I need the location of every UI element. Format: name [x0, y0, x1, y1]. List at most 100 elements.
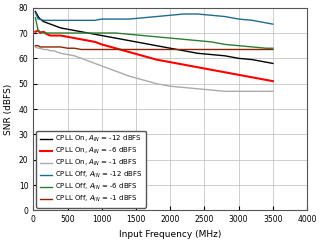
CPLL Off, $A_{IN}$ = -12 dBFS: [114, 17, 117, 20]
CPLL On, $A_{IN}$ = -12 dBFS: [127, 39, 131, 42]
CPLL Off, $A_{IN}$ = -1 dBFS: [59, 45, 63, 48]
CPLL Off, $A_{IN}$ = -1 dBFS: [223, 48, 227, 51]
CPLL On, $A_{IN}$ = -1 dBFS: [114, 69, 117, 72]
Line: CPLL Off, $A_{IN}$ = -12 dBFS: CPLL Off, $A_{IN}$ = -12 dBFS: [35, 13, 273, 24]
CPLL Off, $A_{IN}$ = -6 dBFS: [52, 32, 56, 35]
CPLL Off, $A_{IN}$ = -1 dBFS: [48, 45, 52, 48]
CPLL Off, $A_{IN}$ = -1 dBFS: [65, 47, 69, 50]
CPLL On, $A_{IN}$ = -12 dBFS: [52, 24, 56, 27]
CPLL Off, $A_{IN}$ = -6 dBFS: [155, 35, 159, 38]
CPLL On, $A_{IN}$ = -6 dBFS: [237, 73, 240, 76]
Line: CPLL On, $A_{IN}$ = -12 dBFS: CPLL On, $A_{IN}$ = -12 dBFS: [35, 11, 273, 63]
CPLL On, $A_{IN}$ = -6 dBFS: [264, 78, 268, 81]
CPLL Off, $A_{IN}$ = -6 dBFS: [196, 39, 200, 42]
CPLL Off, $A_{IN}$ = -12 dBFS: [237, 17, 240, 20]
CPLL On, $A_{IN}$ = -6 dBFS: [127, 51, 131, 53]
Line: CPLL Off, $A_{IN}$ = -1 dBFS: CPLL Off, $A_{IN}$ = -1 dBFS: [35, 46, 273, 50]
CPLL Off, $A_{IN}$ = -6 dBFS: [237, 44, 240, 47]
CPLL On, $A_{IN}$ = -6 dBFS: [36, 29, 40, 32]
CPLL On, $A_{IN}$ = -1 dBFS: [182, 86, 186, 89]
CPLL On, $A_{IN}$ = -6 dBFS: [38, 32, 42, 35]
Y-axis label: SNR (dBFS): SNR (dBFS): [4, 83, 13, 135]
CPLL On, $A_{IN}$ = -1 dBFS: [264, 90, 268, 93]
CPLL Off, $A_{IN}$ = -1 dBFS: [182, 48, 186, 51]
CPLL Off, $A_{IN}$ = -6 dBFS: [182, 38, 186, 41]
X-axis label: Input Frequency (MHz): Input Frequency (MHz): [119, 230, 221, 239]
CPLL Off, $A_{IN}$ = -1 dBFS: [55, 45, 59, 48]
CPLL On, $A_{IN}$ = -12 dBFS: [237, 57, 240, 60]
CPLL Off, $A_{IN}$ = -12 dBFS: [182, 13, 186, 16]
CPLL Off, $A_{IN}$ = -1 dBFS: [264, 48, 268, 51]
CPLL Off, $A_{IN}$ = -1 dBFS: [79, 48, 83, 51]
CPLL Off, $A_{IN}$ = -6 dBFS: [45, 32, 49, 35]
CPLL Off, $A_{IN}$ = -12 dBFS: [65, 19, 69, 22]
CPLL On, $A_{IN}$ = -6 dBFS: [250, 76, 254, 79]
CPLL On, $A_{IN}$ = -12 dBFS: [36, 15, 40, 18]
CPLL Off, $A_{IN}$ = -12 dBFS: [93, 19, 97, 22]
CPLL Off, $A_{IN}$ = -6 dBFS: [59, 32, 63, 35]
CPLL On, $A_{IN}$ = -1 dBFS: [59, 52, 63, 55]
CPLL On, $A_{IN}$ = -1 dBFS: [48, 49, 52, 52]
CPLL Off, $A_{IN}$ = -12 dBFS: [155, 15, 159, 18]
CPLL On, $A_{IN}$ = -12 dBFS: [209, 53, 213, 56]
CPLL Off, $A_{IN}$ = -1 dBFS: [237, 48, 240, 51]
CPLL Off, $A_{IN}$ = -6 dBFS: [48, 32, 52, 35]
CPLL Off, $A_{IN}$ = -12 dBFS: [38, 17, 42, 20]
CPLL Off, $A_{IN}$ = -12 dBFS: [86, 19, 90, 22]
CPLL On, $A_{IN}$ = -6 dBFS: [59, 34, 63, 37]
CPLL Off, $A_{IN}$ = -6 dBFS: [114, 32, 117, 35]
CPLL On, $A_{IN}$ = -12 dBFS: [182, 49, 186, 52]
CPLL On, $A_{IN}$ = -12 dBFS: [168, 47, 172, 50]
CPLL Off, $A_{IN}$ = -6 dBFS: [168, 37, 172, 40]
CPLL Off, $A_{IN}$ = -1 dBFS: [168, 48, 172, 51]
CPLL Off, $A_{IN}$ = -1 dBFS: [33, 44, 37, 47]
CPLL On, $A_{IN}$ = -1 dBFS: [86, 60, 90, 62]
CPLL Off, $A_{IN}$ = -6 dBFS: [100, 32, 104, 35]
CPLL On, $A_{IN}$ = -12 dBFS: [48, 23, 52, 26]
CPLL On, $A_{IN}$ = -12 dBFS: [271, 62, 275, 65]
CPLL Off, $A_{IN}$ = -12 dBFS: [271, 23, 275, 26]
CPLL On, $A_{IN}$ = -6 dBFS: [42, 30, 46, 33]
CPLL On, $A_{IN}$ = -6 dBFS: [223, 71, 227, 74]
CPLL Off, $A_{IN}$ = -12 dBFS: [45, 19, 49, 22]
CPLL On, $A_{IN}$ = -12 dBFS: [55, 25, 59, 28]
CPLL On, $A_{IN}$ = -12 dBFS: [45, 21, 49, 24]
CPLL Off, $A_{IN}$ = -12 dBFS: [127, 17, 131, 20]
CPLL On, $A_{IN}$ = -6 dBFS: [196, 66, 200, 69]
CPLL On, $A_{IN}$ = -12 dBFS: [223, 54, 227, 57]
CPLL On, $A_{IN}$ = -1 dBFS: [237, 90, 240, 93]
CPLL On, $A_{IN}$ = -12 dBFS: [59, 26, 63, 29]
CPLL Off, $A_{IN}$ = -6 dBFS: [79, 32, 83, 35]
CPLL Off, $A_{IN}$ = -12 dBFS: [42, 19, 46, 22]
CPLL On, $A_{IN}$ = -1 dBFS: [52, 49, 56, 52]
CPLL On, $A_{IN}$ = -1 dBFS: [271, 90, 275, 93]
CPLL On, $A_{IN}$ = -1 dBFS: [155, 82, 159, 85]
CPLL Off, $A_{IN}$ = -12 dBFS: [209, 14, 213, 17]
CPLL On, $A_{IN}$ = -6 dBFS: [45, 33, 49, 36]
CPLL Off, $A_{IN}$ = -1 dBFS: [93, 48, 97, 51]
CPLL Off, $A_{IN}$ = -6 dBFS: [264, 47, 268, 50]
CPLL Off, $A_{IN}$ = -1 dBFS: [141, 48, 145, 51]
CPLL On, $A_{IN}$ = -12 dBFS: [73, 29, 76, 32]
CPLL Off, $A_{IN}$ = -12 dBFS: [52, 19, 56, 22]
CPLL Off, $A_{IN}$ = -6 dBFS: [36, 29, 40, 32]
CPLL On, $A_{IN}$ = -6 dBFS: [168, 61, 172, 64]
CPLL On, $A_{IN}$ = -1 dBFS: [223, 90, 227, 93]
CPLL On, $A_{IN}$ = -1 dBFS: [36, 47, 40, 50]
CPLL Off, $A_{IN}$ = -6 dBFS: [93, 32, 97, 35]
CPLL Off, $A_{IN}$ = -12 dBFS: [79, 19, 83, 22]
CPLL Off, $A_{IN}$ = -1 dBFS: [52, 45, 56, 48]
CPLL On, $A_{IN}$ = -6 dBFS: [52, 34, 56, 37]
CPLL Off, $A_{IN}$ = -12 dBFS: [73, 19, 76, 22]
CPLL Off, $A_{IN}$ = -6 dBFS: [250, 45, 254, 48]
CPLL Off, $A_{IN}$ = -1 dBFS: [127, 48, 131, 51]
CPLL On, $A_{IN}$ = -6 dBFS: [48, 34, 52, 37]
CPLL Off, $A_{IN}$ = -6 dBFS: [141, 34, 145, 37]
CPLL On, $A_{IN}$ = -6 dBFS: [79, 38, 83, 41]
CPLL Off, $A_{IN}$ = -12 dBFS: [55, 19, 59, 22]
CPLL On, $A_{IN}$ = -6 dBFS: [100, 43, 104, 46]
CPLL Off, $A_{IN}$ = -6 dBFS: [73, 32, 76, 35]
Legend: CPLL On, $A_{IN}$ = -12 dBFS, CPLL On, $A_{IN}$ = -6 dBFS, CPLL On, $A_{IN}$ = -: CPLL On, $A_{IN}$ = -12 dBFS, CPLL On, $…: [36, 131, 146, 208]
CPLL Off, $A_{IN}$ = -6 dBFS: [55, 32, 59, 35]
CPLL On, $A_{IN}$ = -12 dBFS: [86, 32, 90, 35]
